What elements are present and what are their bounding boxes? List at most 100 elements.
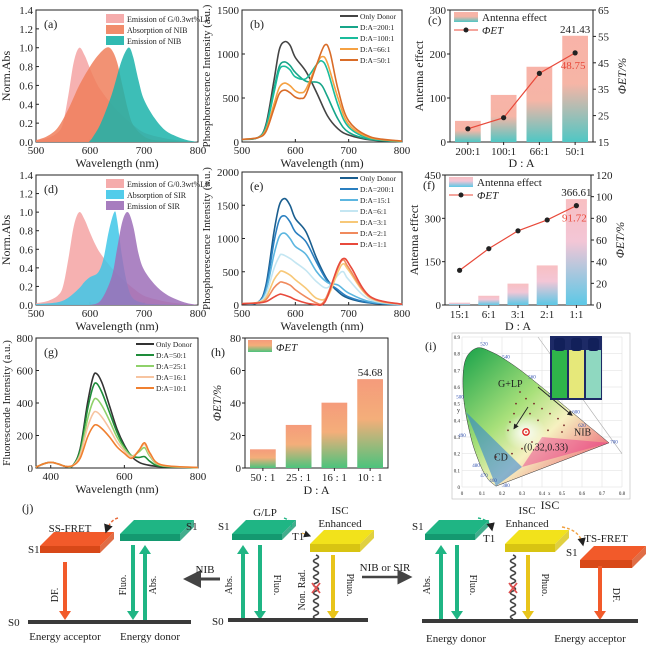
y-tick-label: 0.8 — [454, 353, 461, 358]
y-tick-label: 0.7 — [454, 369, 461, 374]
legend-label: D:A=16:1 — [156, 373, 187, 382]
wavelength-label: 700 — [610, 441, 618, 446]
legend-label: Absorption of SIR — [127, 191, 187, 200]
y-tick-label: 0.8 — [19, 226, 33, 238]
y2-axis-label: ΦET/% — [613, 222, 627, 258]
s1-label: S1 — [186, 521, 198, 533]
donor-slab-right-side — [475, 520, 489, 540]
legend-label: Emission of SIR — [127, 202, 181, 211]
legend-swatch-bar — [454, 12, 478, 22]
energy-donor-label: Energy donor — [120, 631, 180, 643]
x-tick-label: 0.4 — [539, 492, 546, 497]
y-tick-label: 1.0 — [19, 43, 33, 55]
energy-transfer-diagram: (j) SS-FRET S1 S1 DF. Fluo. Abs. S0 Energy accep… — [8, 501, 646, 645]
x-tick-label: 25 : 1 — [286, 472, 311, 484]
abs-arrow-right-head — [435, 545, 447, 554]
acceptor-slab-right-side — [632, 546, 646, 568]
x-axis-label: Wavelength (nm) — [75, 156, 158, 170]
data-point — [563, 424, 565, 427]
line-series-3 — [241, 232, 403, 306]
data-point — [531, 441, 533, 443]
isc-slab-right-side — [555, 530, 569, 552]
donor-slab-right — [425, 520, 489, 540]
phi-value-label: 48.75 — [561, 60, 586, 72]
s0-label: S0 — [212, 616, 224, 628]
vial-1 — [552, 350, 567, 398]
y-tick-label: 0.0 — [19, 300, 33, 312]
bar-value-label: 54.68 — [358, 367, 383, 379]
line-series-4 — [35, 410, 199, 469]
y-tick-label: 0.8 — [19, 62, 33, 74]
y-tick-label: 1.2 — [19, 24, 33, 36]
y2-axis-label: ΦET/% — [615, 58, 629, 94]
line-series-2 — [241, 214, 403, 306]
legend-swatch — [106, 179, 124, 188]
phuo-arrow-mid-head — [327, 611, 339, 620]
x-tick-label: 50 : 1 — [250, 472, 275, 484]
y-tick-label: 500 — [223, 267, 240, 279]
legend-label: D:A=1:1 — [360, 240, 387, 249]
donor-slab-right-front — [425, 534, 475, 540]
x-tick-label: 0.5 — [559, 492, 566, 497]
ground-level-mid — [228, 618, 368, 622]
trend-arrow — [537, 386, 573, 416]
legend-label: Only Donor — [156, 340, 193, 349]
x-tick-label: 15:1 — [450, 309, 470, 321]
acceptor-slab-right-top — [580, 546, 646, 560]
donor-slab-left-side — [180, 520, 194, 541]
legend-label: D:A=200:1 — [360, 23, 394, 32]
y-tick-label: 0.1 — [454, 469, 461, 474]
wavelength-label: 620 — [578, 424, 586, 429]
x-tick-label: 400 — [42, 471, 59, 483]
legend-label: Emission of G/0.3wt%LP — [127, 15, 210, 24]
line-series-5 — [241, 43, 403, 142]
donor-slab-left-front — [120, 534, 180, 541]
ss-fret-label: SS-FRET — [49, 523, 92, 535]
x-tick-label: 3:1 — [511, 309, 525, 321]
x-tick-label: 800 — [394, 308, 411, 320]
y-tick-label: 500 — [223, 93, 240, 105]
abs-label: Abs. — [422, 576, 433, 595]
y-axis-label: Fluorescende Intensity (a.u.) — [1, 340, 13, 466]
bar-value-label: 241.43 — [560, 24, 591, 36]
y-tick-label: 0.6 — [19, 80, 33, 92]
abs-arrow-mid-head — [237, 545, 249, 554]
y-tick-label: 0.4 — [454, 419, 461, 424]
acceptor-slab-right-front — [580, 560, 632, 568]
isc-slab-mid-side — [360, 530, 374, 552]
wavelength-label: 470 — [480, 474, 488, 479]
blocked-icon-right — [508, 582, 518, 594]
donor-slab-mid — [232, 520, 296, 540]
x-tick-label: 0.7 — [599, 492, 606, 497]
x-axis-label: D : A — [508, 156, 534, 170]
phi-point — [486, 246, 492, 252]
legend-label: D:A=6:1 — [360, 207, 387, 216]
panel-a: 500 600 700 800 0.0 0.2 0.4 0.6 0.8 1.0 1.2 1.4 Wave… — [0, 5, 210, 170]
x-tick-label: 600 — [116, 471, 133, 483]
x-tick-label: 600 — [287, 145, 304, 157]
x-tick-label: 100:1 — [491, 146, 516, 158]
data-point — [525, 397, 527, 400]
legend-swatch — [106, 201, 124, 210]
bar — [526, 66, 553, 142]
s1-label: S1 — [28, 544, 40, 556]
y-axis-label: y — [457, 408, 460, 414]
line-series-2 — [35, 382, 199, 469]
y-tick-label: 1.4 — [19, 5, 33, 17]
x-tick-label: 50:1 — [565, 146, 585, 158]
blocked-icon — [311, 582, 321, 594]
plot-frame — [449, 9, 594, 143]
y-tick-label: 0 — [436, 300, 442, 312]
x-tick-label: 0.6 — [579, 492, 586, 497]
y-tick-label: 400 — [17, 398, 34, 410]
vial-cap — [554, 338, 565, 351]
legend-label: D:A=200:1 — [360, 185, 394, 194]
panel-label: (i) — [425, 339, 436, 353]
y-tick-label: 0 — [458, 486, 461, 491]
bar — [449, 302, 471, 305]
panel-label: (c) — [428, 13, 441, 27]
legend-label: D:A=2:1 — [360, 229, 387, 238]
line-series-4 — [241, 253, 403, 306]
x-tick-label: 0.3 — [519, 492, 526, 497]
df-arrow-right-head — [594, 611, 606, 620]
